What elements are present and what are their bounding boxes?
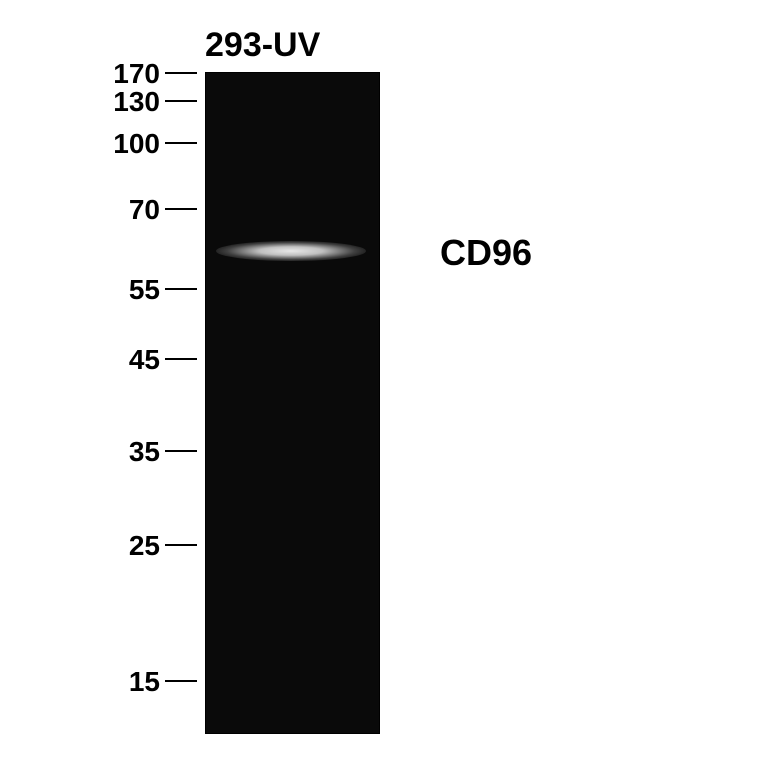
marker-label: 130 (108, 86, 160, 118)
protein-band (216, 241, 366, 261)
marker-label: 100 (108, 128, 160, 160)
marker-tick (165, 358, 197, 360)
marker-tick (165, 288, 197, 290)
marker-label: 15 (108, 666, 160, 698)
marker-tick (165, 100, 197, 102)
marker-label: 70 (108, 194, 160, 226)
blot-lane (205, 72, 380, 734)
marker-label: 35 (108, 436, 160, 468)
marker-label: 55 (108, 274, 160, 306)
marker-tick (165, 72, 197, 74)
marker-label: 45 (108, 344, 160, 376)
protein-name-label: CD96 (440, 232, 532, 274)
western-blot-figure: 293-UV 170130100705545352515 CD96 (0, 0, 764, 764)
marker-tick (165, 450, 197, 452)
marker-tick (165, 208, 197, 210)
marker-tick (165, 544, 197, 546)
lane-header-label: 293-UV (205, 26, 320, 65)
marker-label: 25 (108, 530, 160, 562)
marker-tick (165, 142, 197, 144)
marker-tick (165, 680, 197, 682)
